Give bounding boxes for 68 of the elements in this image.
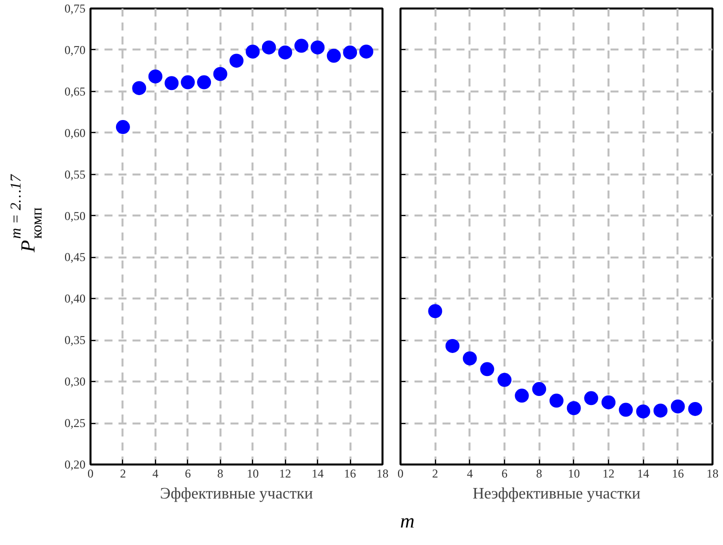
- point: [230, 54, 244, 68]
- x-tick-label: 12: [279, 466, 292, 480]
- point: [343, 45, 358, 60]
- point: [213, 67, 228, 81]
- point: [532, 382, 546, 396]
- point: [180, 75, 195, 90]
- point: [670, 399, 685, 414]
- point: [148, 70, 162, 84]
- point: [514, 388, 529, 403]
- point: [132, 81, 146, 96]
- x-tick-label: 2: [432, 466, 438, 480]
- x-tick-label: 6: [184, 466, 191, 480]
- x-tick-label: 2: [120, 466, 126, 480]
- x-tick-label: 12: [602, 466, 614, 480]
- point: [428, 304, 442, 318]
- y-tick-label: 0,35: [64, 333, 86, 348]
- x-axis-title: Эффективные участки: [160, 486, 314, 502]
- point: [246, 44, 260, 59]
- x-tick-label: 8: [536, 466, 542, 480]
- x-axis-title: Неэффективные участки: [472, 486, 641, 502]
- x-tick-label: 6: [502, 466, 508, 480]
- x-tick-label: 14: [312, 466, 324, 480]
- point: [197, 75, 212, 90]
- y-tick-label: 0,50: [64, 208, 86, 223]
- y-tick-label: 0,70: [64, 42, 86, 57]
- y-tick-label: 0,20: [64, 458, 86, 472]
- point: [164, 76, 179, 90]
- point: [462, 351, 477, 366]
- point: [480, 362, 494, 376]
- point: [310, 40, 325, 54]
- point: [359, 44, 374, 59]
- y-tick-label: 0,55: [64, 167, 86, 182]
- x-tick-label: 10: [246, 466, 259, 480]
- point: [636, 404, 650, 418]
- point: [566, 401, 581, 416]
- point: [550, 394, 564, 408]
- y-tick-label: 0,30: [64, 374, 86, 389]
- x-tick-label: 0: [398, 466, 404, 480]
- point: [688, 402, 702, 416]
- y-tick-label: 0,45: [64, 250, 86, 264]
- point: [278, 45, 292, 60]
- point: [584, 391, 598, 406]
- x-tick-label: 14: [637, 466, 650, 480]
- x-tick-label: 0: [88, 466, 94, 480]
- x-tick-label: 16: [672, 466, 684, 480]
- x-tick-label: 18: [376, 466, 388, 480]
- y-tick-label: 0,65: [64, 84, 86, 98]
- point: [618, 402, 633, 417]
- point: [116, 120, 130, 134]
- x-tick-label: 10: [568, 466, 580, 480]
- x-tick-label: 8: [217, 466, 224, 480]
- x-tick-label: 4: [466, 466, 473, 480]
- point: [498, 372, 512, 387]
- y-tick-label: 0,25: [64, 416, 86, 430]
- text: m: [400, 510, 415, 532]
- x-tick-label: 18: [706, 466, 718, 480]
- x-tick-label: 16: [344, 466, 356, 480]
- y-tick-label: 0,40: [64, 292, 86, 306]
- x-tick-label: 4: [152, 466, 158, 480]
- point: [294, 38, 308, 53]
- point: [602, 395, 616, 410]
- point: [446, 338, 460, 353]
- point: [326, 48, 341, 63]
- point: [654, 404, 668, 418]
- point: [262, 40, 276, 54]
- y-axis-title: Pm = 2…17комп: [8, 172, 46, 254]
- y-tick-label: 0,60: [64, 126, 86, 140]
- y-tick-label: 0,75: [64, 2, 86, 16]
